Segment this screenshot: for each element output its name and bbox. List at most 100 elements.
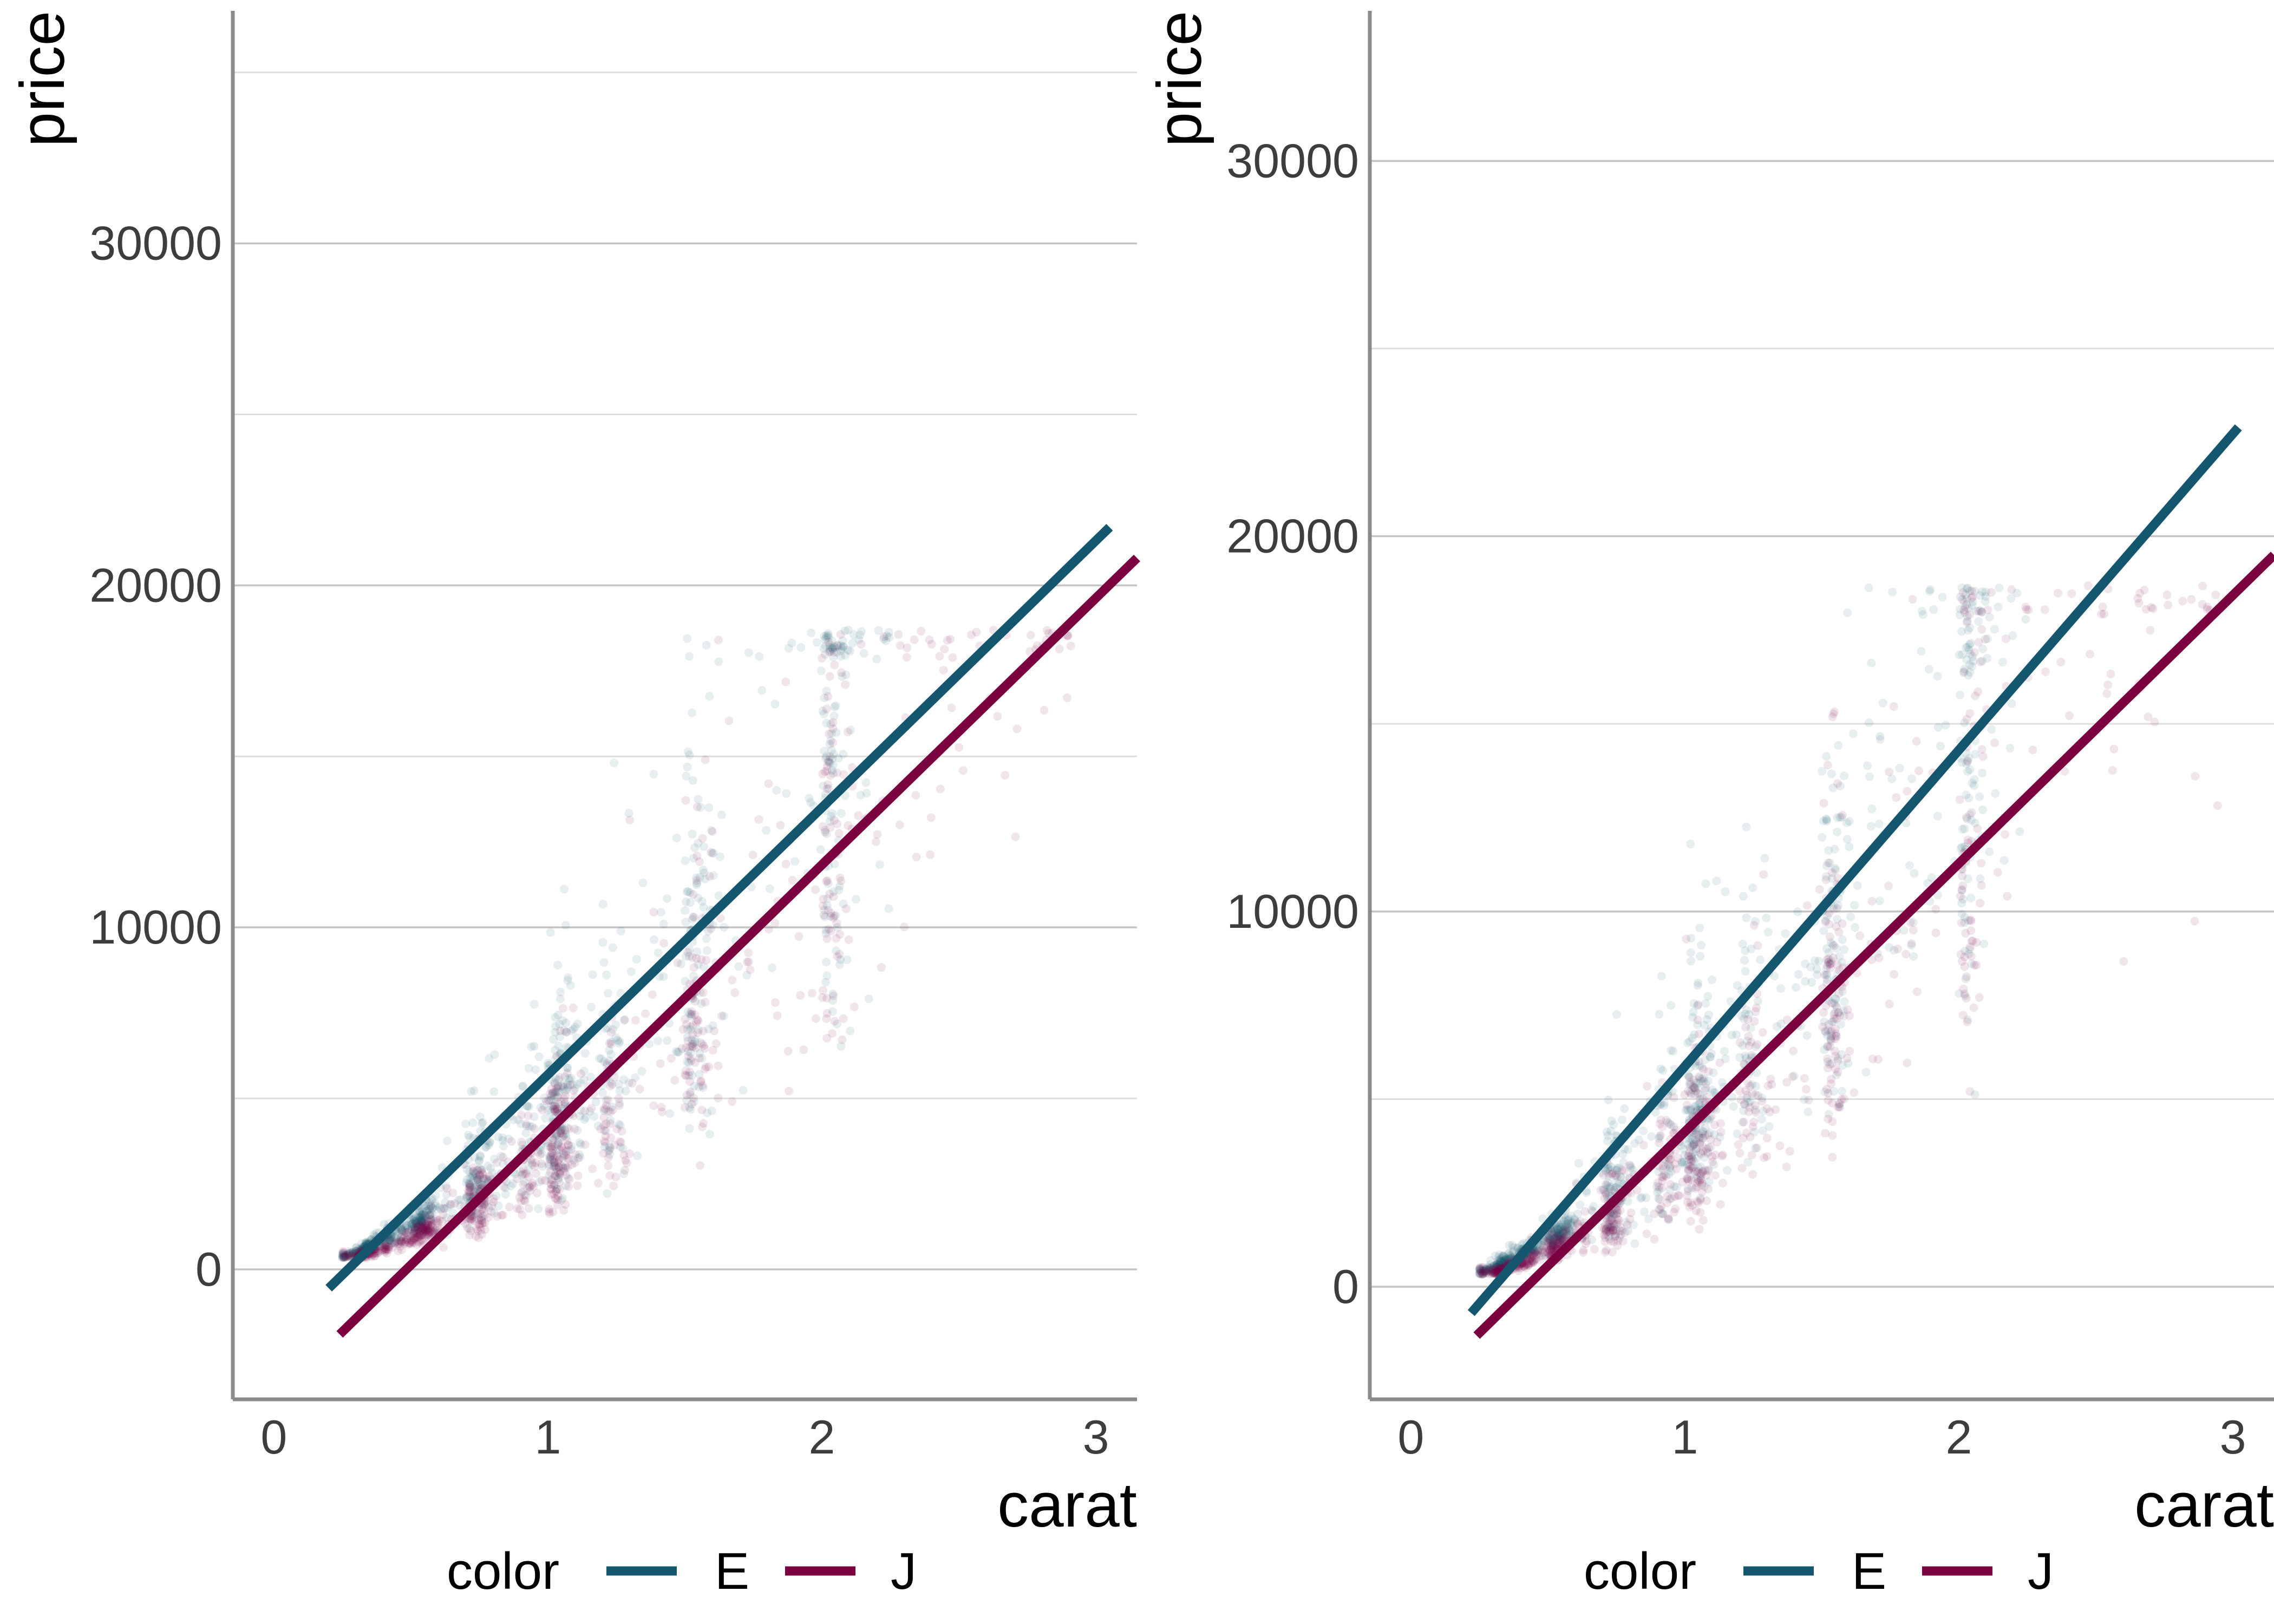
scatter-point-e [560, 1097, 570, 1106]
scatter-point-e [1630, 1139, 1639, 1148]
scatter-point-j [505, 1202, 514, 1212]
scatter-point-j [1819, 798, 1828, 808]
scatter-point-j [701, 998, 710, 1007]
scatter-point-e [525, 1183, 534, 1192]
scatter-point-e [415, 1216, 424, 1226]
scatter-point-e [615, 1037, 624, 1046]
scatter-point-j [1762, 1134, 1772, 1143]
scatter-point-e [539, 1101, 548, 1110]
scatter-point-e [1604, 1095, 1613, 1104]
scatter-point-e [768, 963, 777, 972]
scatter-point-j [839, 1014, 848, 1023]
scatter-point-e [599, 1106, 609, 1115]
y-axis-title: price [7, 11, 77, 147]
scatter-point-e [604, 1106, 613, 1116]
scatter-point-e [466, 1173, 475, 1182]
scatter-point-e [821, 754, 831, 763]
scatter-point-e [683, 1033, 692, 1042]
scatter-point-e [828, 645, 837, 654]
scatter-point-e [514, 1115, 523, 1124]
scatter-point-e [606, 1050, 616, 1059]
scatter-point-e [645, 1039, 654, 1049]
scatter-point-e [874, 626, 883, 635]
scatter-point-e [838, 672, 847, 681]
scatter-point-e [425, 1197, 434, 1207]
scatter-point-j [1693, 1016, 1702, 1025]
scatter-point-j [1699, 1065, 1708, 1074]
x-axis-title: carat [997, 1470, 1137, 1540]
scatter-point-j [1855, 931, 1864, 940]
scatter-point-j [484, 1213, 493, 1222]
scatter-point-e [611, 1020, 620, 1029]
scatter-point-e [694, 1025, 703, 1034]
scatter-point-e [685, 945, 694, 954]
scatter-point-e [864, 994, 873, 1004]
scatter-point-e [546, 928, 555, 937]
scatter-point-j [910, 635, 919, 644]
scatter-point-j [1663, 1199, 1672, 1208]
scatter-point-e [396, 1236, 405, 1246]
scatter-point-e [421, 1227, 430, 1236]
scatter-point-e [734, 962, 743, 971]
scatter-point-e [765, 884, 774, 893]
scatter-point-e [422, 1207, 431, 1216]
scatter-point-e [812, 638, 821, 647]
scatter-point-e [553, 1184, 562, 1194]
scatter-point-j [824, 638, 833, 647]
scatter-point-j [754, 815, 763, 824]
scatter-point-e [468, 1171, 478, 1180]
scatter-point-e [663, 1036, 672, 1045]
scatter-point-e [633, 1151, 642, 1161]
scatter-point-e [557, 1161, 566, 1170]
scatter-point-e [688, 1040, 697, 1049]
scatter-point-e [422, 1206, 432, 1215]
scatter-point-j [700, 1044, 709, 1053]
scatter-point-e [568, 1025, 578, 1034]
scatter-point-j [659, 939, 669, 948]
scatter-point-e [1756, 955, 1765, 964]
scatter-point-e [840, 626, 850, 636]
scatter-point-j [565, 1175, 574, 1184]
scatter-point-e [882, 631, 891, 640]
scatter-point-e [614, 1079, 623, 1089]
scatter-point-e [588, 970, 597, 979]
scatter-point-j [1825, 959, 1834, 968]
scatter-point-j [576, 1069, 585, 1078]
scatter-point-e [556, 987, 565, 997]
scatter-point-e [843, 645, 852, 654]
scatter-point-e [1966, 894, 1976, 903]
scatter-point-e [637, 1066, 646, 1076]
scatter-point-e [473, 1166, 482, 1175]
scatter-point-e [447, 1200, 456, 1209]
scatter-point-e [685, 1103, 694, 1112]
scatter-point-e [560, 885, 569, 894]
scatter-point-e [551, 1102, 560, 1111]
scatter-point-e [390, 1233, 399, 1242]
scatter-point-e [699, 868, 708, 878]
scatter-point-e [412, 1229, 421, 1238]
scatter-point-e [381, 1240, 390, 1249]
scatter-point-e [338, 1250, 347, 1260]
scatter-point-e [461, 1119, 471, 1129]
scatter-point-e [411, 1218, 420, 1227]
scatter-point-e [1843, 608, 1852, 617]
scatter-point-e [772, 785, 781, 795]
scatter-point-e [523, 1101, 532, 1110]
scatter-point-e [470, 1183, 479, 1192]
scatter-point-e [682, 1096, 691, 1105]
scatter-point-e [714, 657, 723, 666]
scatter-point-e [530, 1000, 539, 1009]
scatter-point-j [606, 1027, 616, 1037]
scatter-point-e [468, 1118, 478, 1128]
scatter-point-e [821, 978, 830, 987]
scatter-point-e [418, 1217, 427, 1227]
scatter-point-j [2187, 595, 2196, 604]
scatter-point-e [548, 1088, 558, 1097]
scatter-point-e [834, 886, 844, 895]
scatter-point-j [2103, 680, 2113, 690]
scatter-point-j [877, 962, 886, 972]
scatter-point-j [611, 1173, 620, 1182]
scatter-point-e [806, 798, 815, 807]
scatter-point-e [824, 631, 833, 640]
scatter-point-j [1685, 1202, 1694, 1212]
